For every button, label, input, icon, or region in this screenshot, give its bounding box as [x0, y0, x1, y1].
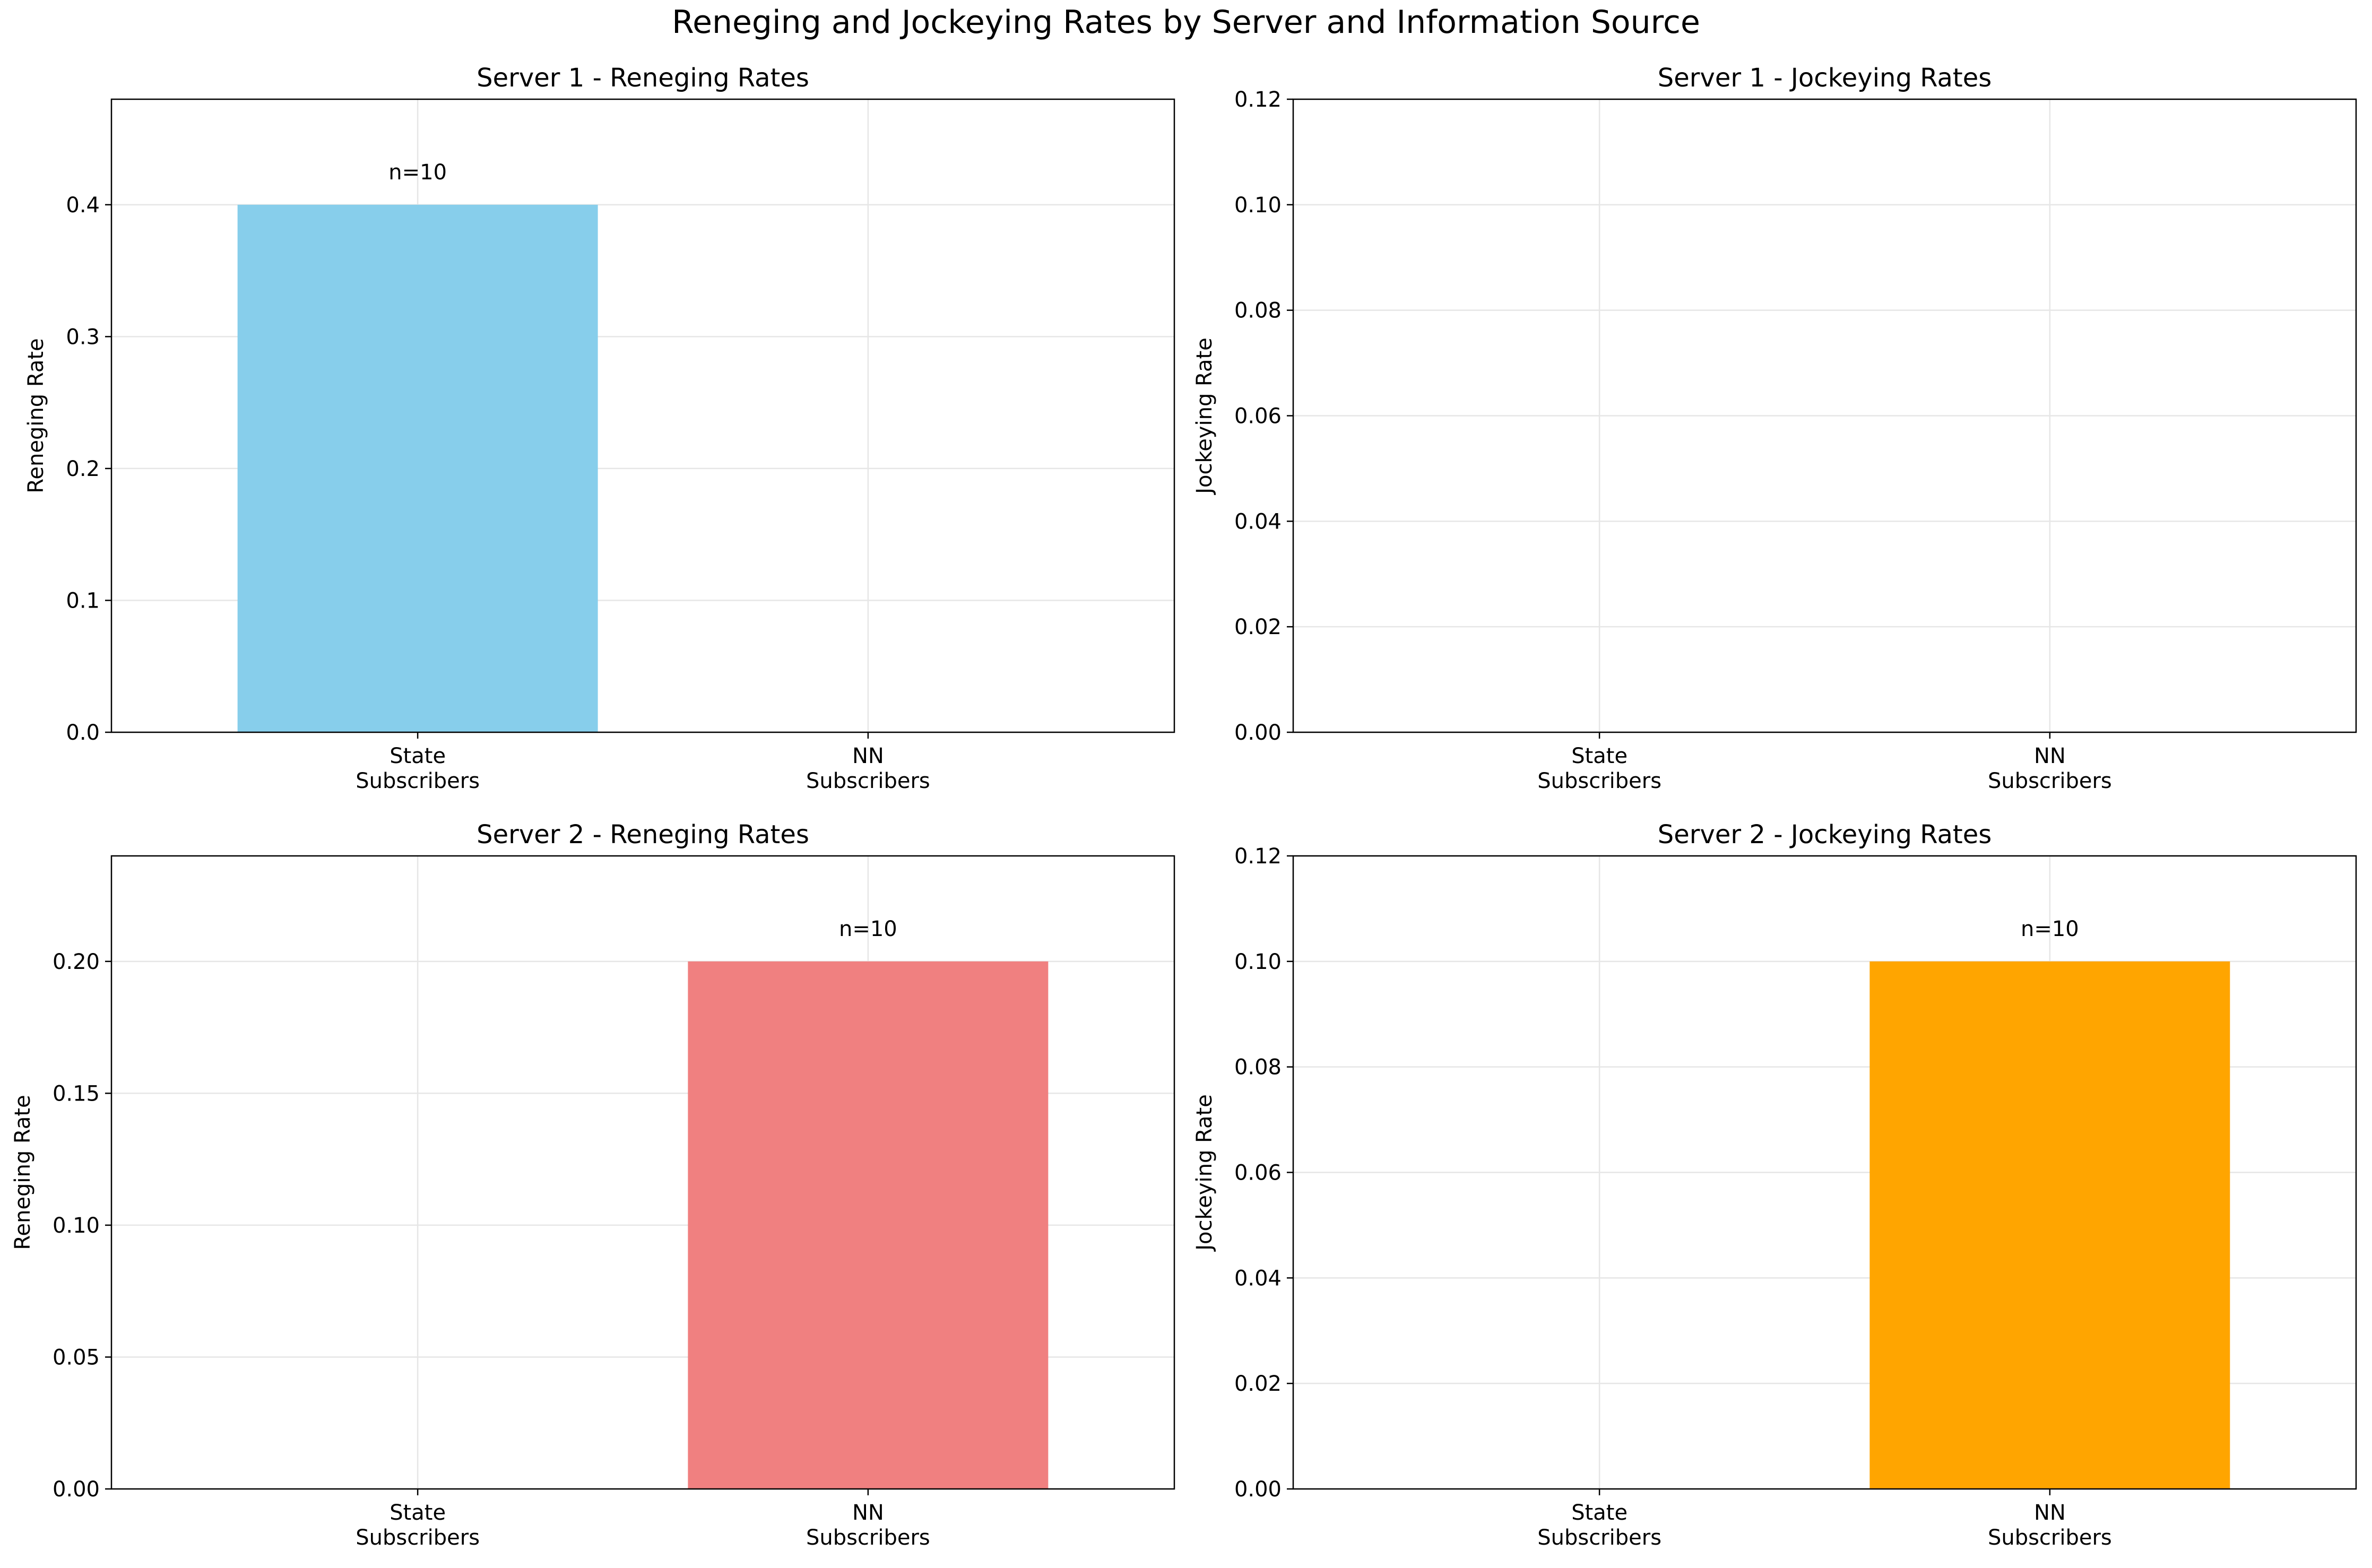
y-tick-label: 0.2	[66, 457, 100, 481]
y-tick-label: 0.04	[1234, 1266, 1282, 1290]
bar-count-label: n=10	[2021, 917, 2079, 941]
y-tick-label: 0.02	[1234, 615, 1282, 639]
y-tick-label: 0.3	[66, 325, 100, 349]
y-tick-label: 0.15	[53, 1081, 100, 1106]
y-tick-label: 0.02	[1234, 1372, 1282, 1396]
y-tick-label: 0.10	[1234, 193, 1282, 218]
y-tick-label: 0.12	[1234, 88, 1282, 112]
y-tick-label: 0.4	[66, 193, 100, 218]
y-axis-label: Reneging Rate	[11, 1095, 35, 1250]
x-tick-label: NN Subscribers	[1988, 744, 2112, 793]
axes-frame	[110, 98, 1175, 733]
x-tick-label: State Subscribers	[356, 1501, 480, 1550]
bar	[1869, 961, 2230, 1489]
x-tick-label: State Subscribers	[356, 744, 480, 793]
y-tick-label: 0.0	[66, 721, 100, 745]
y-tick-label: 0.08	[1234, 1055, 1282, 1080]
y-tick-label: 0.10	[1234, 950, 1282, 974]
bar	[237, 204, 598, 732]
y-tick-label: 0.12	[1234, 844, 1282, 869]
y-tick-label: 0.00	[53, 1477, 100, 1502]
chart-panel-1: 0.0 0.1 0.2 0.3 0.4 n=10 State Subscribers NN Sub…	[24, 63, 1175, 793]
subplot-title: Server 1 - Reneging Rates	[477, 63, 809, 93]
y-tick-label: 0.00	[1234, 1477, 1282, 1502]
x-tick-label: NN Subscribers	[806, 1501, 930, 1550]
axes-frame	[110, 855, 1175, 1490]
y-axis-label: Jockeying Rate	[1192, 1094, 1217, 1252]
subplot-grid: 0.0 0.1 0.2 0.3 0.4 n=10 State Subscribers NN Sub…	[11, 63, 2357, 1550]
subplot-title: Server 2 - Jockeying Rates	[1658, 820, 1992, 850]
axes-frame	[1292, 855, 2357, 1490]
subplot-title: Server 1 - Jockeying Rates	[1658, 63, 1992, 93]
bar-count-label: n=10	[839, 917, 897, 941]
figure-suptitle: Reneging and Jockeying Rates by Server a…	[672, 4, 1700, 41]
y-tick-label: 0.1	[66, 588, 100, 613]
y-tick-label: 0.08	[1234, 299, 1282, 323]
y-tick-label: 0.10	[53, 1214, 100, 1238]
axes-frame	[1292, 98, 2357, 733]
y-tick-label: 0.06	[1234, 404, 1282, 429]
y-tick-label: 0.20	[53, 950, 100, 974]
x-tick-label: NN Subscribers	[1988, 1501, 2112, 1550]
subplot-title: Server 2 - Reneging Rates	[477, 820, 809, 850]
y-tick-label: 0.04	[1234, 509, 1282, 534]
chart-panel-4: 0.00 0.02 0.04 0.06 0.08 0.10 0.12 n=10 State Sub…	[1192, 820, 2357, 1550]
y-axis-label: Reneging Rate	[24, 338, 48, 493]
chart-panel-3: 0.00 0.05 0.10 0.15 0.20 n=10 State Subscribers…	[11, 820, 1175, 1550]
y-axis-label: Jockeying Rate	[1192, 337, 1217, 496]
bar	[688, 961, 1049, 1489]
y-tick-label: 0.06	[1234, 1161, 1282, 1185]
y-tick-label: 0.05	[53, 1345, 100, 1370]
bar-count-label: n=10	[388, 160, 447, 185]
x-tick-label: NN Subscribers	[806, 744, 930, 793]
chart-panel-2: 0.00 0.02 0.04 0.06 0.08 0.10 0.12 State Subscri…	[1192, 63, 2357, 793]
x-tick-label: State Subscribers	[1537, 744, 1661, 793]
y-tick-label: 0.00	[1234, 721, 1282, 745]
x-tick-label: State Subscribers	[1537, 1501, 1661, 1550]
